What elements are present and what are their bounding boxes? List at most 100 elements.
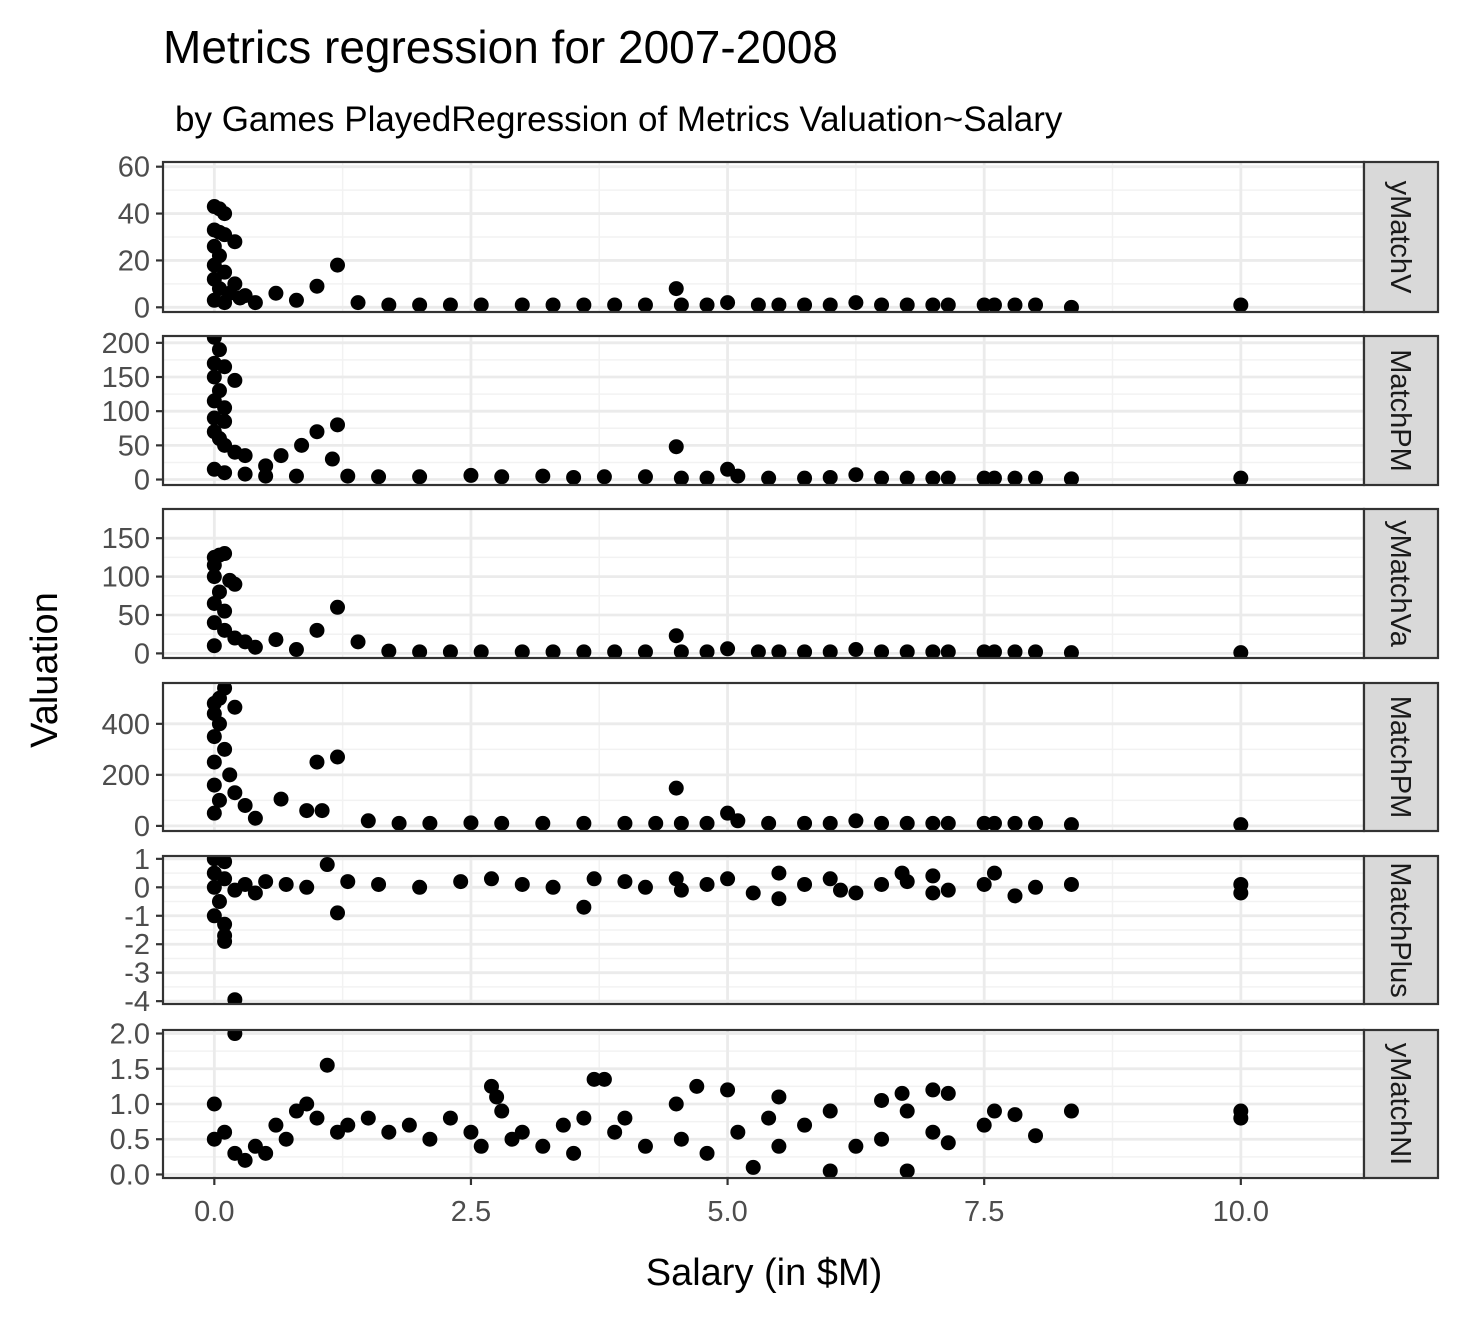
y-tick-label: 150 [102, 362, 150, 394]
y-tick-label: 200 [102, 328, 150, 360]
data-point [874, 1131, 890, 1147]
data-point [576, 899, 592, 915]
facet-strip-label: MatchPlus [1384, 862, 1416, 997]
facet-panel: 0.00.51.01.52.0 yMatchNI [110, 1019, 1440, 1191]
y-tick-label: 0 [134, 638, 150, 670]
data-point [699, 1145, 715, 1161]
y-tick-label: -1 [124, 901, 150, 933]
data-point [925, 1124, 941, 1140]
data-point [699, 815, 715, 831]
data-point [874, 815, 890, 831]
data-point [822, 644, 838, 658]
data-point [258, 1145, 274, 1161]
data-point [986, 644, 1002, 658]
data-point [874, 1092, 890, 1108]
data-point [596, 469, 612, 485]
data-point [463, 467, 479, 483]
data-point [730, 813, 746, 829]
data-point [668, 780, 684, 796]
data-point [330, 417, 346, 433]
data-point [617, 1110, 633, 1126]
y-tick-label: 0.0 [110, 1159, 150, 1191]
y-tick-label: 2.0 [110, 1019, 150, 1051]
data-point [555, 1117, 571, 1133]
data-point [211, 894, 227, 910]
x-tick-label: 2.5 [451, 1196, 491, 1228]
data-point [771, 865, 787, 881]
data-point [607, 1124, 623, 1140]
data-point [514, 644, 530, 658]
data-point [217, 603, 233, 619]
data-point [247, 885, 263, 901]
data-point [258, 468, 274, 484]
data-point [381, 297, 397, 312]
facet-strip [1362, 334, 1440, 487]
facet-strip [1362, 160, 1440, 314]
y-tick-label: 150 [102, 523, 150, 555]
data-point [1028, 470, 1044, 485]
x-axis: 0.0 2.5 5.0 7.5 10.0 [194, 1178, 1269, 1228]
data-point [473, 297, 489, 312]
data-point [874, 297, 890, 312]
data-point [319, 857, 335, 873]
facet-panel: 0 200 400 MatchPM [102, 681, 1440, 843]
data-point [822, 297, 838, 312]
data-point [940, 815, 956, 831]
data-point [894, 1085, 910, 1101]
facet-panel: 0 50 100 150 yMatchVa [102, 507, 1440, 670]
y-tick-label: 1 [134, 844, 150, 876]
data-point [247, 295, 263, 311]
data-point [217, 465, 233, 481]
data-point [453, 874, 469, 890]
data-point [1028, 644, 1044, 658]
data-point [617, 815, 633, 831]
data-point [673, 815, 689, 831]
point-layer [206, 1030, 1249, 1178]
data-point [986, 865, 1002, 881]
data-point [750, 297, 766, 312]
data-point [299, 879, 315, 895]
data-point [925, 470, 941, 485]
data-point [545, 297, 561, 312]
data-point [217, 683, 233, 696]
data-point [294, 437, 310, 453]
data-point [940, 1085, 956, 1101]
data-point [874, 470, 890, 485]
y-tick-label: 1.0 [110, 1089, 150, 1121]
data-point [720, 641, 736, 657]
data-point [288, 468, 304, 484]
data-point [976, 815, 992, 831]
y-tick-label: 0 [134, 292, 150, 324]
y-tick-label: 100 [102, 562, 150, 594]
data-point [258, 874, 274, 890]
data-point [976, 1117, 992, 1133]
data-point [211, 584, 227, 600]
data-point [442, 644, 458, 658]
data-point [925, 815, 941, 831]
data-point [494, 815, 510, 831]
facet-strip-label: MatchPM [1384, 696, 1416, 818]
x-tick-label: 0.0 [194, 1196, 234, 1228]
data-point [217, 933, 233, 949]
data-point [1007, 470, 1023, 485]
data-point [217, 546, 233, 562]
data-point [899, 644, 915, 658]
data-point [237, 1152, 253, 1168]
data-point [1007, 1107, 1023, 1123]
data-point [720, 1082, 736, 1098]
data-point [217, 916, 233, 932]
data-point [412, 644, 428, 658]
data-point [1007, 644, 1023, 658]
data-point [797, 644, 813, 658]
facet-strip [1362, 854, 1440, 1006]
data-point [566, 469, 582, 485]
data-point [576, 815, 592, 831]
data-point [1007, 888, 1023, 904]
data-point [617, 874, 633, 890]
data-point [206, 1131, 222, 1147]
y-tick-label: 400 [102, 709, 150, 741]
data-point [874, 876, 890, 892]
data-point [314, 803, 330, 819]
data-point [940, 1135, 956, 1151]
data-point [206, 595, 222, 611]
